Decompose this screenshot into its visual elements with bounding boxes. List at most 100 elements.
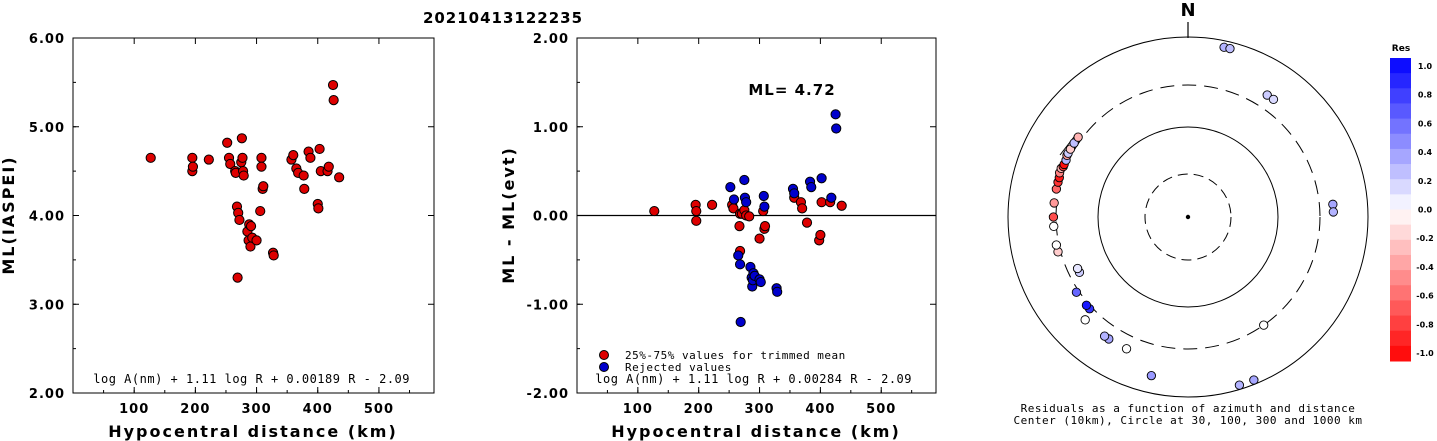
y-tick-label: 5.00 [29,121,65,136]
data-point [733,250,744,261]
polar-caption-line1: Residuals as a function of azimuth and d… [1021,402,1356,415]
data-point [187,161,199,172]
data-point [649,205,660,217]
residual-colorbar: Res 1.0 0.8 0.6 0.4 0.2 0.0 -0.2 -0.4 -0.6 -0.8 -1… [1390,44,1434,362]
data-point [334,172,345,183]
colorbar-cell [1390,330,1411,347]
colorbar-title: Res [1392,44,1410,54]
colorbar-cell [1390,224,1411,241]
y-tick-label: -1.00 [527,298,569,313]
north-label: N [1180,0,1195,21]
colorbar-cell [1390,315,1411,332]
azimuth-distance-plot: N Residuals as a function of azimuth and… [1007,0,1369,427]
colorbar-cell [1390,103,1411,120]
y-axis-title: ML - ML(evt) [499,146,518,284]
x-axis-title: Hypocentral distance (km) [108,422,398,441]
y-tick-label: 1.00 [533,121,569,136]
colorbar-cell [1390,345,1411,362]
y-tick-label: 3.00 [29,298,65,313]
colorbar-tick-label: 0.6 [1418,119,1433,128]
colorbar-cell [1390,73,1411,89]
colorbar-cell [1390,88,1411,104]
colorbar-cell [1390,239,1411,256]
y-tick-label: 2.00 [533,32,569,47]
x-tick-label: 100 [119,402,149,417]
ml-iaspei-plot: 100 200 300 400 500 2.00 3.00 4.00 5.00 6.00 log … [0,32,435,441]
data-point [728,194,740,205]
x-tick-label: 400 [805,402,835,417]
legend-label-trimmed: 25%-75% values for trimmed mean [625,349,846,362]
legend: 25%-75% values for trimmed mean Rejected… [599,349,846,374]
station-residual-point [1049,221,1059,232]
station-residual-point [1268,94,1279,105]
colorbar-cell [1390,300,1411,317]
colorbar-cell [1390,133,1411,150]
station-residual-point [1328,199,1338,209]
data-point [741,197,752,208]
data-point [801,217,813,228]
data-point [222,137,233,148]
x-tick-label: 300 [241,402,271,417]
x-tick-label: 200 [180,402,210,417]
data-point [268,250,279,261]
data-point [735,316,746,328]
data-point [225,158,236,170]
data-point [759,221,771,232]
magnitude-formula: log A(nm) + 1.11 log R + 0.00284 R - 2.0… [595,372,912,386]
legend-marker-rejected [599,362,609,372]
data-point [145,152,156,163]
colorbar-tick-label: -0.2 [1416,234,1434,243]
colorbar-cell [1390,164,1411,180]
polar-caption-line2: Center (10km), Circle at 30, 100, 300 an… [1013,414,1362,427]
data-point [255,205,266,217]
colorbar-tick-label: 0.2 [1418,177,1432,186]
data-point [797,203,808,214]
legend-label-rejected: Rejected values [625,361,732,374]
colorbar-cell [1390,285,1411,301]
colorbar-cell [1390,270,1411,286]
station-residual-point [1051,240,1062,250]
data-point [830,109,841,120]
plot-frame [72,37,435,394]
colorbar-tick-label: -1.0 [1416,349,1434,358]
y-tick-label: 2.00 [29,387,65,402]
colorbar-cell [1390,209,1411,226]
station-residual-point [1249,375,1259,385]
colorbar-tick-label: 0.8 [1418,91,1433,100]
colorbar-tick-label: 0.0 [1418,206,1433,215]
x-tick-label: 100 [623,402,653,417]
data-point [203,154,214,165]
data-point [836,200,847,211]
data-point [256,152,267,163]
data-point [314,143,325,155]
colorbar-cell [1390,254,1411,271]
data-point [806,182,817,193]
y-tick-label: 6.00 [29,32,65,47]
x-axis-title: Hypocentral distance (km) [611,422,901,441]
data-point [288,150,299,161]
data-point [691,215,702,226]
data-point [328,95,339,106]
colorbar-cell [1390,194,1411,210]
station-residual-point [1073,132,1083,142]
ring-1000km [1007,36,1369,398]
legend-marker-trimmed [599,350,609,360]
station-residual-point [1225,43,1235,54]
data-point [826,192,837,203]
data-point [831,123,842,134]
station-residual-point [1081,300,1092,310]
ml-value-label: ML= 4.72 [748,81,835,99]
station-residual-point [1072,263,1083,274]
data-point [758,190,769,202]
station-residual-point [1262,90,1272,100]
data-point [755,276,766,288]
ring-100km [1097,126,1279,308]
colorbar-tick-label: -0.8 [1416,320,1434,329]
data-point [816,197,827,208]
data-point [815,229,826,241]
colorbar-cell [1390,118,1411,135]
data-point [734,259,746,270]
station-residual-point [1259,320,1269,330]
colorbar-cell [1390,58,1411,74]
